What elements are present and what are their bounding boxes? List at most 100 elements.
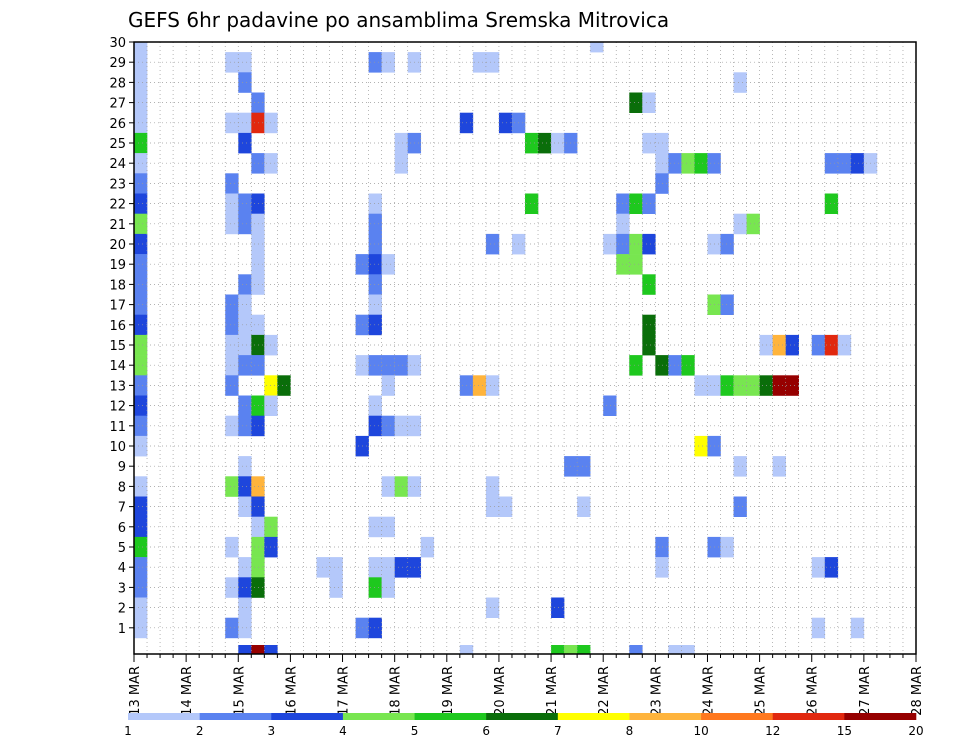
colorbar-label-9: 12 xyxy=(765,724,780,738)
cell-78 xyxy=(251,516,265,538)
cell-103 xyxy=(368,193,382,214)
cell-65 xyxy=(277,375,291,396)
cell-173 xyxy=(681,153,695,174)
cell-135 xyxy=(368,577,382,598)
cell-190 xyxy=(629,355,643,376)
y-tick-label-7: 7 xyxy=(118,501,126,516)
cell-35 xyxy=(251,112,265,134)
y-tick-label-26: 26 xyxy=(109,117,126,132)
y-tick-label-28: 28 xyxy=(109,76,126,91)
cell-67 xyxy=(251,395,265,416)
cell-73 xyxy=(225,476,239,497)
cell-213 xyxy=(733,72,747,93)
cell-161 xyxy=(551,597,565,618)
cell-75 xyxy=(251,476,265,497)
cell-24 xyxy=(134,536,148,558)
colorbar-label-6: 7 xyxy=(554,724,562,738)
cell-167 xyxy=(629,92,643,113)
cell-108 xyxy=(381,254,395,275)
cell-43 xyxy=(251,193,265,214)
cell-201 xyxy=(720,233,734,255)
x-tick-label-1: 14 MAR xyxy=(180,666,195,716)
y-tick-label-16: 16 xyxy=(109,319,126,334)
cell-194 xyxy=(603,395,617,416)
cell-38 xyxy=(251,153,265,174)
cell-6 xyxy=(134,153,148,174)
y-tick-label-11: 11 xyxy=(109,420,126,435)
cell-114 xyxy=(368,355,382,376)
cell-168 xyxy=(642,92,656,113)
cell-170 xyxy=(655,132,669,154)
cell-2 xyxy=(134,72,148,93)
cell-0 xyxy=(134,42,148,53)
x-axis: 13 MAR 14 MAR 15 MAR 16 MAR 17 MAR 18 MAR 19 M… xyxy=(128,654,925,716)
x-tick-label-6: 19 MAR xyxy=(441,666,456,716)
cell-132 xyxy=(381,557,395,578)
cell-97 xyxy=(368,52,382,73)
cell-119 xyxy=(368,395,382,416)
cell-46 xyxy=(251,213,265,235)
colorbar-swatch-9 xyxy=(772,713,845,720)
cell-33 xyxy=(225,112,239,134)
cell-121 xyxy=(381,415,395,437)
cell-215 xyxy=(746,213,760,235)
cell-57 xyxy=(238,334,252,356)
cell-30 xyxy=(238,52,252,73)
cell-159 xyxy=(577,496,591,517)
cell-90 xyxy=(238,617,252,639)
cell-163 xyxy=(551,645,565,655)
cell-10 xyxy=(134,233,148,255)
cell-49 xyxy=(238,274,252,295)
cell-232 xyxy=(837,153,852,174)
colorbar-label-10: 15 xyxy=(837,724,852,738)
cell-21 xyxy=(134,476,148,497)
cell-217 xyxy=(733,496,747,517)
colorbar-swatch-4 xyxy=(414,713,487,720)
cell-206 xyxy=(720,375,734,396)
cell-222 xyxy=(772,375,786,396)
cell-140 xyxy=(485,52,500,73)
cell-214 xyxy=(733,213,747,235)
cell-45 xyxy=(238,213,252,235)
cell-98 xyxy=(381,52,395,73)
cell-16 xyxy=(134,355,148,376)
cell-131 xyxy=(368,557,382,578)
y-tick-label-25: 25 xyxy=(109,137,126,152)
cell-22 xyxy=(134,496,148,517)
cell-152 xyxy=(472,375,487,396)
y-tick-label-21: 21 xyxy=(109,218,126,233)
cell-209 xyxy=(694,435,708,457)
cell-118 xyxy=(381,375,395,396)
y-tick-label-29: 29 xyxy=(109,56,126,71)
y-tick-label-13: 13 xyxy=(109,379,126,394)
cell-85 xyxy=(225,577,239,598)
cell-233 xyxy=(850,153,865,174)
cell-183 xyxy=(629,233,643,255)
cell-66 xyxy=(238,395,252,416)
cell-1 xyxy=(134,52,148,73)
cell-149 xyxy=(485,233,500,255)
cell-53 xyxy=(225,314,239,336)
cell-176 xyxy=(655,173,669,194)
colorbar-swatch-6 xyxy=(557,713,630,720)
x-tick-label-9: 22 MAR xyxy=(597,666,612,716)
cell-42 xyxy=(238,193,252,214)
x-tick-label-4: 17 MAR xyxy=(337,666,352,716)
colorbar-swatch-8 xyxy=(701,713,774,720)
cell-32 xyxy=(251,92,265,113)
cell-48 xyxy=(251,254,265,275)
cell-23 xyxy=(134,516,148,538)
cell-216 xyxy=(733,456,747,477)
y-tick-label-30: 30 xyxy=(109,36,126,51)
cell-155 xyxy=(577,456,591,477)
cell-100 xyxy=(394,132,408,154)
cell-166 xyxy=(590,42,604,53)
cell-157 xyxy=(485,496,500,517)
cell-229 xyxy=(824,334,839,356)
cell-91 xyxy=(238,645,252,655)
cell-96 xyxy=(329,577,343,598)
cell-116 xyxy=(394,355,408,376)
cell-3 xyxy=(134,92,148,113)
